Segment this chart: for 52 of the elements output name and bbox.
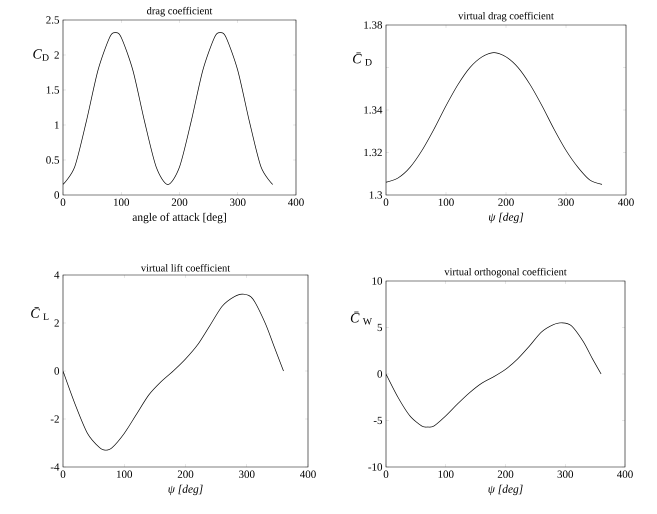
chart-title: virtual orthogonal coefficient	[444, 268, 567, 278]
y-tick-label: 1.32	[364, 148, 382, 156]
x-axis-title: ψ [deg]	[168, 484, 203, 496]
x-axis-title: angle of attack [deg]	[132, 212, 226, 224]
chart-title: drag coefficient	[147, 6, 212, 16]
x-axis-title: ψ [deg]	[488, 212, 524, 224]
x-tick-label: 200	[498, 198, 514, 206]
y-tick-label: 1.5	[46, 86, 60, 94]
y-tick-label: -4	[50, 463, 60, 471]
x-tick-label: 100	[438, 470, 454, 478]
chart-title: virtual lift coefficient	[140, 264, 230, 272]
y-tick-label: -2	[50, 415, 59, 423]
x-tick-label: 200	[498, 470, 514, 478]
y-tick-label: 4	[54, 271, 60, 279]
y-tick-label: 1	[54, 121, 59, 129]
y-axis-title: C$_{D}$	[33, 49, 49, 61]
y-tick-label: 1.3	[370, 191, 382, 199]
y-axis-title: C̄$_{W}$	[350, 312, 372, 325]
x-tick-label: 0	[60, 470, 66, 478]
x-tick-label: 300	[558, 470, 574, 478]
x-tick-label: 0	[384, 470, 388, 478]
x-tick-label: 300	[230, 198, 246, 206]
y-tick-label: 0	[54, 191, 60, 199]
x-tick-label: 300	[239, 470, 255, 478]
chart-title: virtual drag coefficient	[458, 12, 554, 22]
y-tick-label: 1.38	[364, 21, 382, 29]
x-tick-label: 200	[172, 198, 188, 206]
y-tick-label: 10	[372, 277, 382, 285]
y-tick-label: 0	[54, 367, 60, 375]
y-axis-title: C̄$_{D}$	[353, 52, 372, 66]
y-tick-label: 0.5	[46, 156, 60, 164]
y-tick-label: -5	[374, 416, 382, 424]
x-tick-label: 300	[558, 198, 574, 206]
y-tick-label: -10	[368, 463, 382, 471]
y-tick-label: 2	[54, 51, 59, 59]
x-tick-label: 100	[114, 198, 130, 206]
x-tick-label: 400	[300, 470, 316, 478]
x-tick-label: 0	[60, 198, 66, 206]
x-tick-label: 0	[384, 198, 388, 206]
x-tick-label: 400	[617, 470, 633, 478]
y-tick-label: 2.5	[46, 16, 60, 24]
x-tick-label: 400	[288, 198, 304, 206]
y-tick-label: 0	[377, 370, 382, 378]
y-tick-label: 5	[378, 324, 382, 332]
x-tick-label: 400	[618, 198, 634, 206]
x-tick-label: 200	[178, 470, 194, 478]
x-tick-label: 100	[117, 470, 132, 478]
x-tick-label: 100	[438, 198, 454, 206]
x-axis-title: ψ [deg]	[488, 484, 523, 496]
y-axis-title: C̄$_{L}$	[31, 306, 48, 320]
y-tick-label: 2	[54, 319, 59, 327]
y-tick-label: 1.34	[364, 106, 382, 114]
